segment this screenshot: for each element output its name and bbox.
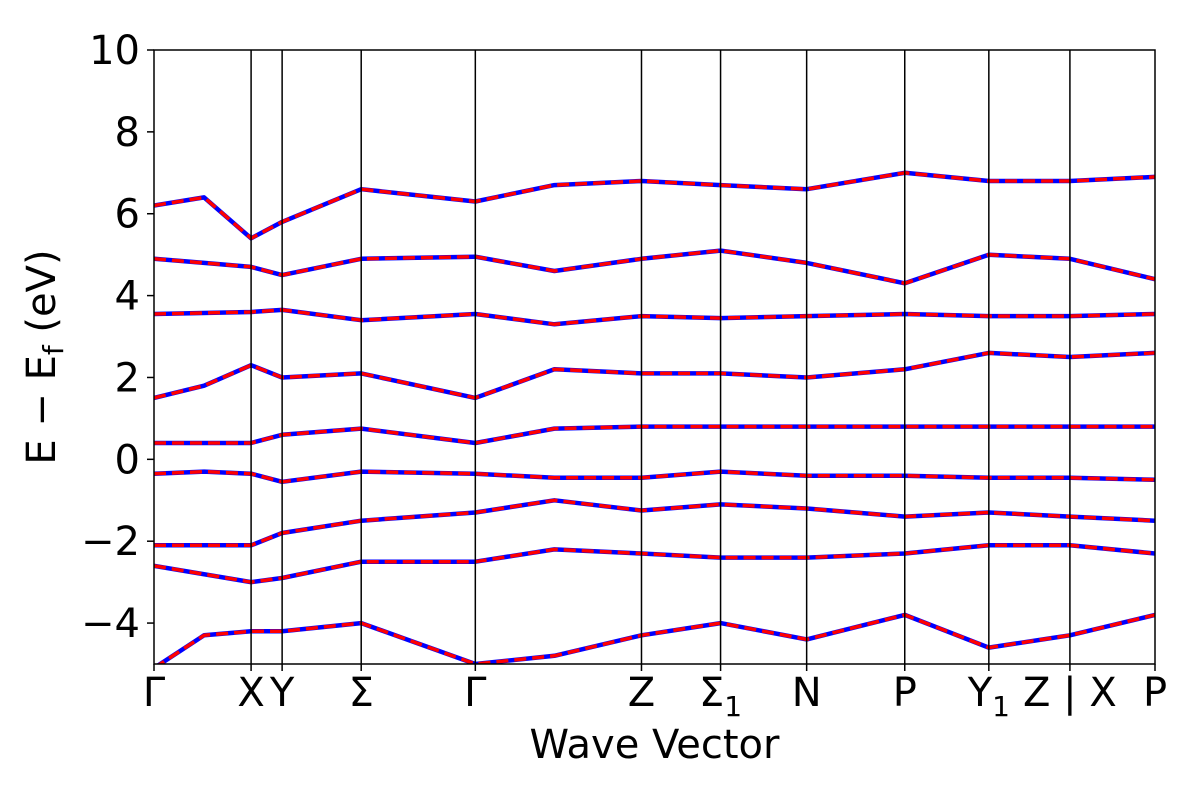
x-tick-label: P (1143, 670, 1167, 716)
band-line (154, 350, 1155, 401)
y-axis-label: E − Ef (eV) (19, 249, 70, 464)
x-tick-label: Γ (143, 670, 166, 716)
band-line (154, 424, 1155, 445)
band-line (154, 469, 1155, 485)
bands-group (154, 170, 1155, 664)
high-symmetry-lines (250, 50, 1071, 664)
band-line (154, 498, 1155, 548)
x-high-symmetry-labels: Γ X Y Σ Γ Z Σ1 N P Y1 Z | X P (143, 664, 1167, 723)
y-ticks: −4 −2 0 2 4 6 8 10 (81, 28, 154, 647)
band-line (154, 171, 1155, 241)
x-tick-label: Y (269, 670, 295, 716)
plot-frame (153, 49, 1156, 665)
x-tick-label: Y1 (967, 670, 1010, 723)
band-line (154, 543, 1155, 584)
y-tick-label: −2 (81, 519, 140, 565)
y-tick-label: 6 (115, 192, 140, 238)
y-tick-label: 10 (89, 28, 140, 74)
y-tick-label: 8 (115, 110, 140, 156)
band-line (154, 351, 1155, 400)
y-tick-label: 0 (115, 437, 140, 483)
band-line (156, 612, 1155, 664)
band-line (157, 613, 1155, 664)
x-tick-label: Σ1 (699, 670, 742, 723)
x-tick-label: Γ (464, 670, 487, 716)
x-axis-label: Wave Vector (530, 722, 781, 768)
band-line (154, 248, 1155, 286)
band-line (154, 498, 1155, 548)
x-tick-label: Z (628, 670, 655, 716)
x-tick-label: X (237, 670, 264, 716)
y-tick-label: −4 (81, 601, 140, 647)
y-tick-label: 2 (115, 355, 140, 401)
x-tick-label: Z | X (1023, 670, 1117, 716)
y-tick-label: 4 (115, 274, 140, 320)
x-tick-label: N (792, 670, 822, 716)
band-line (154, 543, 1155, 585)
x-tick-label: Σ (349, 670, 374, 716)
x-tick-label: P (893, 670, 917, 716)
